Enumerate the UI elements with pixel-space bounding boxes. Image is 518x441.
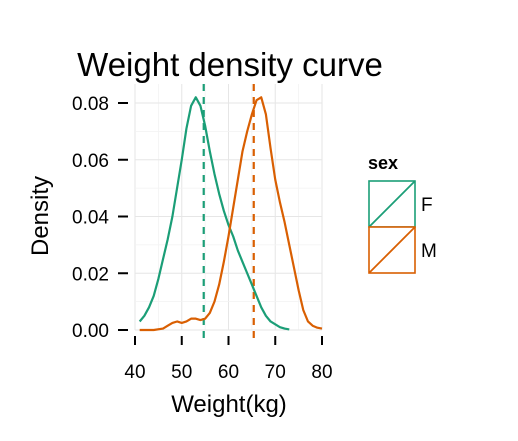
- mean-lines: [202, 84, 255, 342]
- x-tick-label: 70: [265, 362, 286, 383]
- density-curve-F: [138, 96, 290, 331]
- axes: 40 50 60 70 80 0.00 0.02 0.04 0.06 0.08: [72, 94, 333, 383]
- x-tick-label: 80: [311, 362, 332, 383]
- legend-key-line-M: [368, 226, 416, 274]
- y-tick-label: 0.00: [72, 321, 109, 342]
- x-tick-label: 50: [171, 362, 192, 383]
- legend: sex F M: [368, 153, 437, 274]
- y-tick-label: 0.02: [72, 264, 109, 285]
- y-axis-title: Density: [27, 176, 54, 256]
- x-axis-title: Weight(kg): [171, 391, 287, 418]
- y-tick-label: 0.08: [72, 94, 109, 115]
- density-curves: [138, 96, 323, 332]
- legend-label-M: M: [421, 241, 437, 262]
- y-tick-label: 0.06: [72, 151, 109, 172]
- x-tick-label: 40: [124, 362, 145, 383]
- y-tick-label: 0.04: [72, 208, 109, 229]
- legend-title: sex: [368, 153, 398, 173]
- legend-key-line-F: [368, 180, 416, 228]
- chart-title: Weight density curve: [77, 46, 383, 83]
- grid-lines: [134, 84, 323, 331]
- density-curve-M: [139, 96, 323, 332]
- legend-label-F: F: [421, 195, 433, 216]
- x-tick-label: 60: [218, 362, 239, 383]
